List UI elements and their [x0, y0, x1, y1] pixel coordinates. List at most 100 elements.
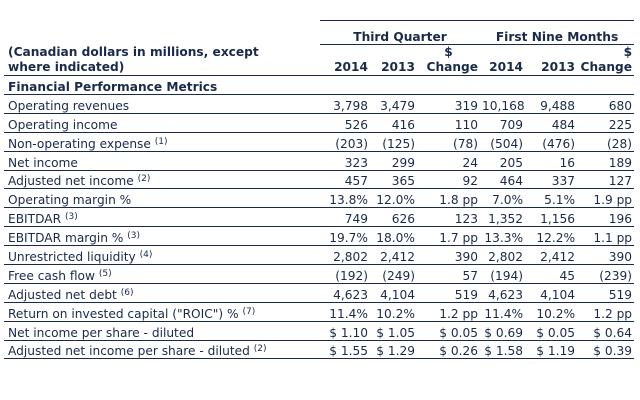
cell-n14: $ 0.69: [480, 321, 526, 341]
cell-q14: $ 1.55: [320, 340, 370, 360]
row-label: Net income per share - diluted: [4, 321, 320, 341]
cell-qc: $ 0.26: [417, 340, 481, 360]
cell-n14: (194): [480, 264, 526, 284]
row-label: Adjusted net income (2): [4, 170, 320, 190]
row-label: EBITDAR margin % (3): [4, 226, 320, 247]
cell-q13: 299: [370, 151, 417, 171]
cell-n13: 16: [525, 151, 578, 171]
footnote-ref: (7): [242, 306, 256, 317]
cell-q13: 365: [370, 170, 417, 190]
cell-n14: 13.3%: [480, 226, 526, 247]
cell-n14: 205: [480, 151, 526, 171]
cell-q13: 12.0%: [370, 188, 417, 209]
cell-n14: (504): [480, 132, 526, 152]
cell-n13: 337: [525, 170, 578, 190]
cell-nc: 680: [577, 94, 635, 114]
table-row: Net income 323 299 24 205 16 189: [4, 151, 635, 171]
row-label: Unrestricted liquidity (4): [4, 245, 320, 266]
cell-q14: 4,623: [320, 283, 370, 303]
cell-n14: 10,168: [480, 94, 526, 114]
cell-qc: 57: [417, 264, 481, 284]
cell-n13: 9,488: [525, 94, 578, 114]
cell-n14: $ 1.58: [480, 340, 526, 360]
cell-nc: $ 0.39: [577, 340, 635, 360]
cell-nc: $ 0.64: [577, 321, 635, 341]
cell-n13: 10.2%: [525, 302, 578, 322]
column-header-row: (Canadian dollars in millions, except wh…: [4, 45, 634, 76]
col-header-q-2014: 2014: [334, 60, 368, 74]
cell-qc: 319: [417, 94, 481, 114]
cell-qc: 1.7 pp: [417, 226, 481, 247]
row-label: Operating margin %: [4, 188, 320, 209]
cell-q14: (192): [320, 264, 370, 284]
cell-n13: 12.2%: [525, 226, 578, 247]
row-label: Operating revenues: [4, 94, 320, 114]
cell-nc: 1.2 pp: [577, 302, 635, 322]
table-row: Operating income 526 416 110 709 484 225: [4, 113, 635, 133]
cell-q13: 626: [370, 207, 417, 228]
group-first-nine-months: First Nine Months: [480, 20, 635, 45]
cell-q13: 10.2%: [370, 302, 417, 322]
table-row: Operating revenues 3,798 3,479 319 10,168 9,4…: [4, 94, 635, 114]
cell-n14: 1,352: [480, 207, 526, 228]
cell-qc: 92: [417, 170, 481, 190]
cell-q13: 3,479: [370, 94, 417, 114]
units-caption: (Canadian dollars in millions, except wh…: [8, 45, 259, 74]
cell-n13: $ 1.19: [525, 340, 578, 360]
cell-n13: 2,412: [525, 245, 578, 266]
cell-n14: 2,802: [480, 245, 526, 266]
cell-nc: 519: [577, 283, 635, 303]
cell-n14: 11.4%: [480, 302, 526, 322]
col-header-n-2014: 2014: [489, 60, 524, 74]
cell-q14: 457: [320, 170, 370, 190]
cell-q14: 749: [320, 207, 370, 228]
cell-qc: 390: [417, 245, 481, 266]
cell-n13: 5.1%: [525, 188, 578, 209]
footnote-ref: (6): [120, 287, 134, 298]
table-row: Unrestricted liquidity (4) 2,802 2,412 390 2…: [4, 245, 635, 266]
cell-q13: (249): [370, 264, 417, 284]
row-label: EBITDAR (3): [4, 207, 320, 228]
cell-q13: 18.0%: [370, 226, 417, 247]
cell-nc: 196: [577, 207, 635, 228]
table-row: Return on invested capital ("ROIC") % (7…: [4, 302, 635, 322]
group-header-row: Third Quarter First Nine Months: [4, 20, 635, 45]
cell-q14: 11.4%: [320, 302, 370, 322]
cell-nc: 225: [577, 113, 635, 133]
cell-n13: 4,104: [525, 283, 578, 303]
cell-n13: (476): [525, 132, 578, 152]
cell-nc: (28): [577, 132, 635, 152]
table-row: Adjusted net debt (6) 4,623 4,104 519 4,623 4…: [4, 283, 635, 303]
cell-qc: 24: [417, 151, 481, 171]
table-row: Adjusted net income (2) 457 365 92 464 337 127: [4, 170, 635, 190]
col-header-n-change: $ Change: [580, 45, 633, 74]
table-row: Adjusted net income per share - diluted …: [4, 340, 635, 360]
footnote-ref: (5): [98, 268, 112, 279]
table-row: Non-operating expense (1) (203) (125) (78)(…: [4, 132, 635, 152]
section-title-row: Financial Performance Metrics: [4, 75, 635, 95]
cell-nc: 127: [577, 170, 635, 190]
table-row: EBITDAR (3) 749 626 123 1,352 1,156 196: [4, 207, 635, 228]
table-row: Operating margin % 13.8% 12.0% 1.8 pp 7.0% 5.…: [4, 188, 635, 209]
cell-n13: $ 0.05: [525, 321, 578, 341]
footnote-ref: (1): [154, 136, 168, 147]
cell-q13: 416: [370, 113, 417, 133]
cell-q14: (203): [320, 132, 370, 152]
group-third-quarter: Third Quarter: [320, 20, 481, 45]
cell-q13: $ 1.29: [370, 340, 417, 360]
row-label: Adjusted net income per share - diluted …: [4, 340, 320, 360]
row-label: Net income: [4, 151, 320, 171]
cell-n14: 4,623: [480, 283, 526, 303]
cell-n13: 45: [525, 264, 578, 284]
footnote-ref: (2): [253, 344, 267, 355]
cell-q14: 3,798: [320, 94, 370, 114]
row-label: Free cash flow (5): [4, 264, 320, 284]
table-row: Net income per share - diluted $ 1.10 $ 1.…: [4, 321, 635, 341]
cell-qc: (78): [417, 132, 481, 152]
cell-qc: 1.8 pp: [417, 188, 481, 209]
section-title: Financial Performance Metrics: [4, 75, 635, 95]
cell-qc: $ 0.05: [417, 321, 481, 341]
footnote-ref: (3): [64, 212, 78, 223]
row-label: Operating income: [4, 113, 320, 133]
cell-n14: 7.0%: [480, 188, 526, 209]
